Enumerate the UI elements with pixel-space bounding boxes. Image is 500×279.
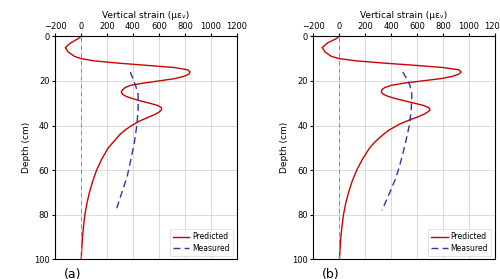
Measured	[398, 157, 404, 161]
Predicted	[128, 84, 134, 87]
Measured	[409, 93, 415, 96]
Measured	[402, 142, 408, 145]
Measured	[124, 175, 130, 179]
Predicted	[322, 50, 328, 54]
Predicted	[340, 213, 346, 217]
Measured	[394, 175, 400, 179]
Measured	[119, 191, 125, 194]
Measured	[406, 124, 412, 127]
Predicted	[82, 213, 88, 217]
Predicted	[78, 35, 84, 38]
Predicted	[78, 258, 84, 261]
Line: Measured: Measured	[116, 72, 138, 210]
X-axis label: Vertical strain (μεᵥ): Vertical strain (μεᵥ)	[102, 11, 190, 20]
Measured	[113, 209, 119, 212]
Line: Predicted: Predicted	[322, 36, 461, 259]
Text: (b): (b)	[322, 268, 340, 279]
Predicted	[410, 117, 416, 121]
Predicted	[420, 113, 426, 116]
Legend: Predicted, Measured: Predicted, Measured	[428, 229, 491, 256]
Measured	[135, 108, 141, 112]
Predicted	[394, 97, 400, 100]
Line: Predicted: Predicted	[66, 36, 190, 259]
Measured	[131, 142, 137, 145]
Measured	[404, 77, 409, 80]
Predicted	[152, 113, 158, 116]
X-axis label: Vertical strain (μεᵥ): Vertical strain (μεᵥ)	[360, 11, 448, 20]
Y-axis label: Depth (cm): Depth (cm)	[280, 122, 289, 174]
Legend: Predicted, Measured: Predicted, Measured	[170, 229, 233, 256]
Measured	[408, 108, 414, 112]
Measured	[128, 157, 134, 161]
Predicted	[65, 50, 71, 54]
Predicted	[336, 35, 342, 38]
Text: (a): (a)	[64, 268, 82, 279]
Measured	[135, 93, 141, 96]
Measured	[128, 70, 134, 74]
Predicted	[336, 258, 342, 261]
Y-axis label: Depth (cm): Depth (cm)	[22, 122, 31, 174]
Measured	[387, 191, 393, 194]
Measured	[134, 124, 140, 127]
Measured	[407, 84, 413, 87]
Measured	[130, 77, 136, 80]
Measured	[379, 209, 385, 212]
Line: Measured: Measured	[382, 72, 412, 210]
Measured	[132, 84, 138, 87]
Measured	[400, 70, 406, 74]
Predicted	[130, 97, 136, 100]
Predicted	[388, 84, 394, 87]
Predicted	[142, 117, 148, 121]
